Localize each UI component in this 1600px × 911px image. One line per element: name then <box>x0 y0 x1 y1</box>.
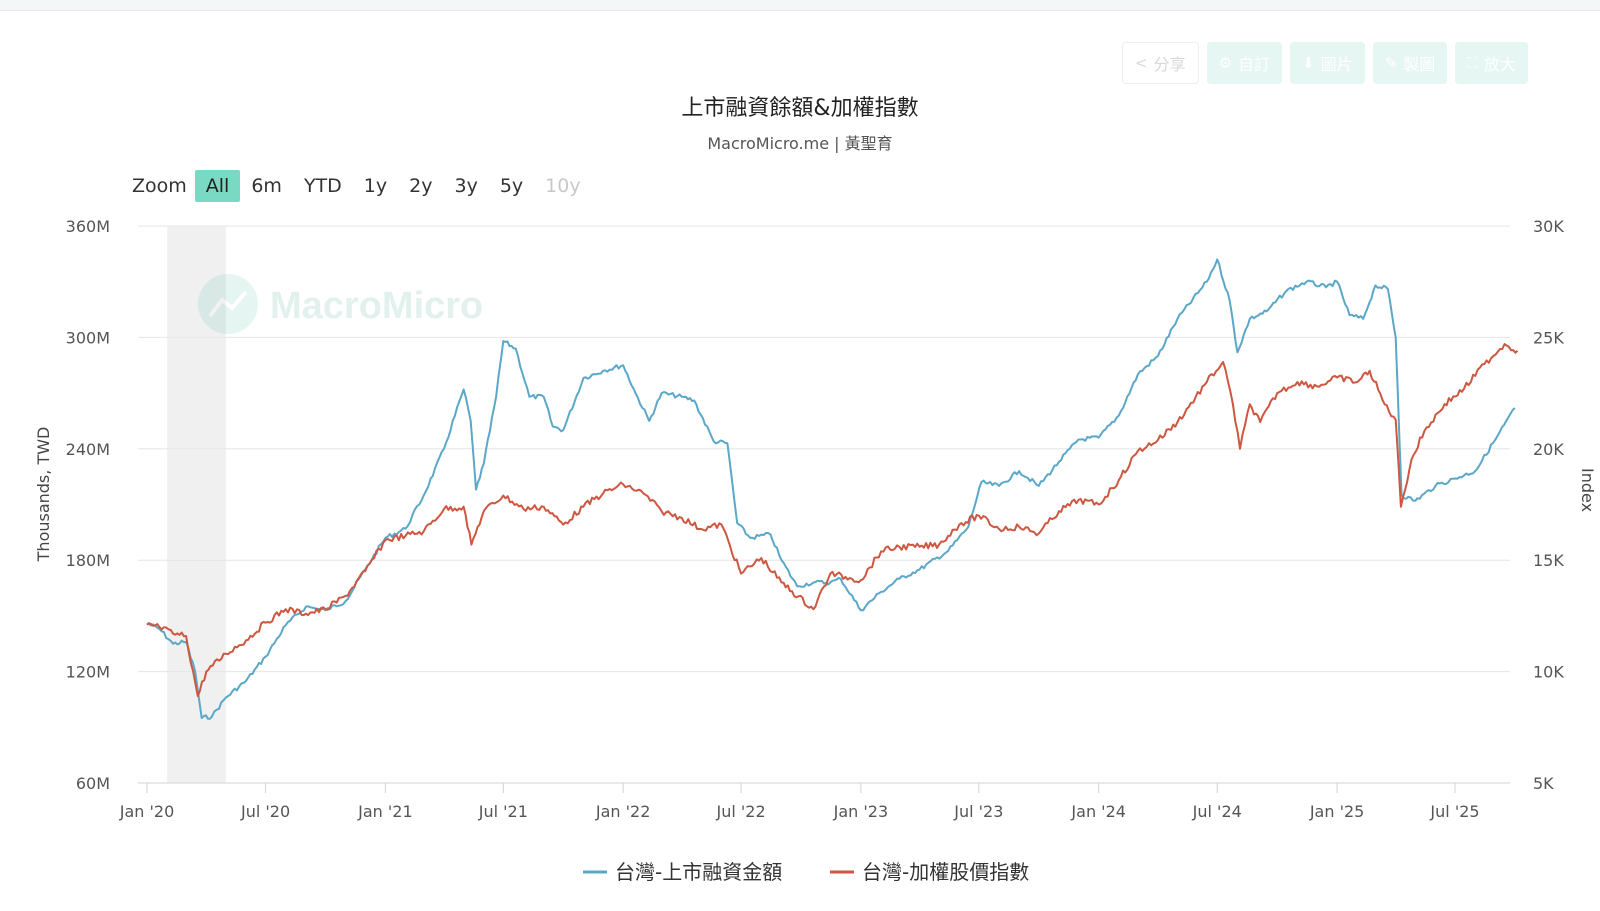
custom-button-label: 自訂 <box>1238 55 1271 74</box>
y-axis-left: 60M 120M 180M 240M 300M 360M <box>66 217 110 793</box>
zoom-button-ytd[interactable]: YTD <box>303 175 342 197</box>
zoom-button-6m[interactable]: 6m <box>251 175 282 197</box>
chart-toolbar: < 分享 ⚙ 自訂 ⬇ 圖片 ✎ 製圖 ⛶ 放大 <box>1122 42 1528 84</box>
download-image-button-label: 圖片 <box>1320 55 1353 74</box>
y-right-tick-label: 20K <box>1533 440 1564 459</box>
y-right-tick-label: 10K <box>1533 663 1564 682</box>
y-left-tick-label: 360M <box>66 217 110 236</box>
zoom-button-3y[interactable]: 3y <box>454 175 478 197</box>
chart-title: 上市融資餘額&加權指數 <box>681 96 919 121</box>
share-icon: < <box>1135 54 1148 72</box>
y-left-tick-label: 300M <box>66 328 110 347</box>
gear-icon: ⚙ <box>1218 54 1233 72</box>
y-right-tick-label: 25K <box>1533 328 1564 347</box>
watermark: MacroMicro <box>198 274 483 334</box>
chart-subtitle: MacroMicro.me | 黃聖育 <box>707 134 893 153</box>
x-tick-label: Jan '22 <box>595 802 651 821</box>
enlarge-button-label: 放大 <box>1483 55 1516 74</box>
custom-button[interactable]: ⚙ 自訂 <box>1206 42 1283 84</box>
x-tick-label: Jan '24 <box>1070 802 1126 821</box>
x-tick-label: Jul '23 <box>953 802 1003 821</box>
y-axis-right: 5K 10K 15K 20K 25K 30K <box>1533 217 1564 793</box>
y-right-tick-label: 15K <box>1533 551 1564 570</box>
top-strip <box>0 0 1600 11</box>
grid-lines <box>138 225 1510 784</box>
x-axis: Jan '20 Jul '20 Jan '21 Jul '21 Jan '22 Jul '… <box>119 783 1480 821</box>
zoom-button-1y[interactable]: 1y <box>363 175 388 197</box>
download-icon: ⬇ <box>1302 54 1315 72</box>
x-tick-label: Jan '20 <box>119 802 175 821</box>
x-tick-label: Jan '25 <box>1309 802 1365 821</box>
zoom-button-10y[interactable]: 10y <box>545 175 581 197</box>
y-left-tick-label: 240M <box>66 440 110 459</box>
y-axis-left-label: Thousands, TWD <box>34 427 53 563</box>
x-tick-label: Jul '20 <box>240 802 290 821</box>
series-line-margin <box>146 258 1516 720</box>
series-lines <box>146 258 1519 720</box>
y-right-tick-label: 30K <box>1533 217 1564 236</box>
y-left-tick-label: 180M <box>66 551 110 570</box>
legend-label-margin[interactable]: 台灣-上市融資金額 <box>615 860 782 884</box>
zoom-selector: Zoom All 6m YTD 1y 2y 3y 5y 10y <box>132 170 592 202</box>
legend: 台灣-上市融資金額 台灣-加權股價指數 <box>583 860 1029 884</box>
x-tick-label: Jul '21 <box>478 802 528 821</box>
zoom-button-5y[interactable]: 5y <box>499 175 524 197</box>
y-right-tick-label: 5K <box>1533 774 1554 793</box>
x-tick-label: Jul '25 <box>1429 802 1479 821</box>
zoom-button-2y[interactable]: 2y <box>409 175 433 197</box>
y-axis-right-label: Index <box>1578 468 1597 512</box>
watermark-logo-mark <box>208 290 248 318</box>
draw-button[interactable]: ✎ 製圖 <box>1372 42 1448 84</box>
zoom-label: Zoom <box>132 175 187 197</box>
download-image-button[interactable]: ⬇ 圖片 <box>1290 42 1365 84</box>
legend-label-index[interactable]: 台灣-加權股價指數 <box>862 860 1029 884</box>
watermark-logo-icon <box>198 274 258 334</box>
x-tick-label: Jan '21 <box>357 802 413 821</box>
x-tick-label: Jul '24 <box>1192 802 1242 821</box>
y-left-tick-label: 60M <box>76 774 110 793</box>
series-line-index <box>146 343 1519 698</box>
expand-icon: ⛶ <box>1467 54 1478 72</box>
draw-button-label: 製圖 <box>1403 55 1436 74</box>
x-tick-label: Jul '22 <box>715 802 765 821</box>
pencil-icon: ✎ <box>1384 54 1398 72</box>
share-button[interactable]: < 分享 <box>1122 42 1199 84</box>
enlarge-button[interactable]: ⛶ 放大 <box>1455 42 1528 84</box>
share-button-label: 分享 <box>1153 55 1186 74</box>
watermark-text: MacroMicro <box>270 285 483 327</box>
x-tick-label: Jan '23 <box>833 802 889 821</box>
zoom-button-all[interactable]: All <box>194 170 241 202</box>
y-left-tick-label: 120M <box>66 663 110 682</box>
